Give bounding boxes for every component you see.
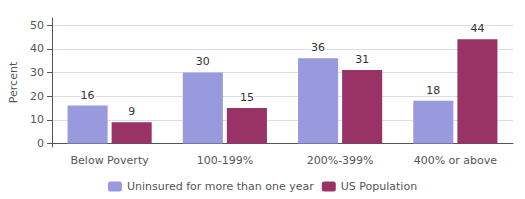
svg-text:Percent: Percent [7,61,20,103]
svg-text:100-199%: 100-199% [197,154,253,167]
svg-text:30: 30 [196,55,210,68]
svg-text:31: 31 [355,53,369,66]
svg-text:200%-399%: 200%-399% [307,154,374,167]
svg-text:30: 30 [30,66,44,79]
svg-text:US Population: US Population [341,180,417,193]
svg-text:36: 36 [311,41,325,54]
svg-text:Below Poverty: Below Poverty [71,154,150,167]
svg-text:44: 44 [470,22,484,35]
svg-text:9: 9 [128,105,135,118]
svg-text:0: 0 [37,137,44,150]
svg-text:20: 20 [30,90,44,103]
svg-text:18: 18 [426,84,440,97]
svg-text:10: 10 [30,113,44,126]
svg-text:50: 50 [30,19,44,32]
svg-text:40: 40 [30,42,44,55]
svg-text:400% or above: 400% or above [414,154,498,167]
svg-text:15: 15 [240,91,254,104]
svg-text:16: 16 [81,89,95,102]
svg-text:Uninsured for more than one ye: Uninsured for more than one year [127,180,314,193]
